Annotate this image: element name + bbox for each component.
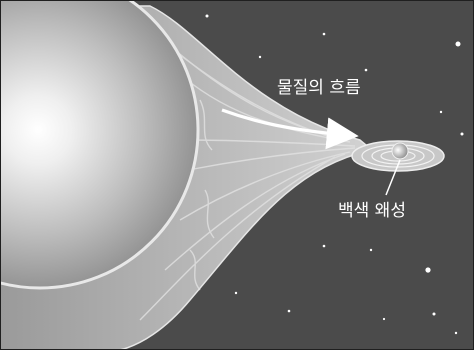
giant-star-rim [0,0,200,290]
white-dwarf [391,142,409,160]
flow-arrow [221,108,359,150]
white-dwarf-leader-line [385,159,401,196]
flow-label: 물질의 흐름 [277,78,361,98]
white-dwarf-label: 백색 왜성 [338,201,406,221]
giant-star [0,0,198,288]
